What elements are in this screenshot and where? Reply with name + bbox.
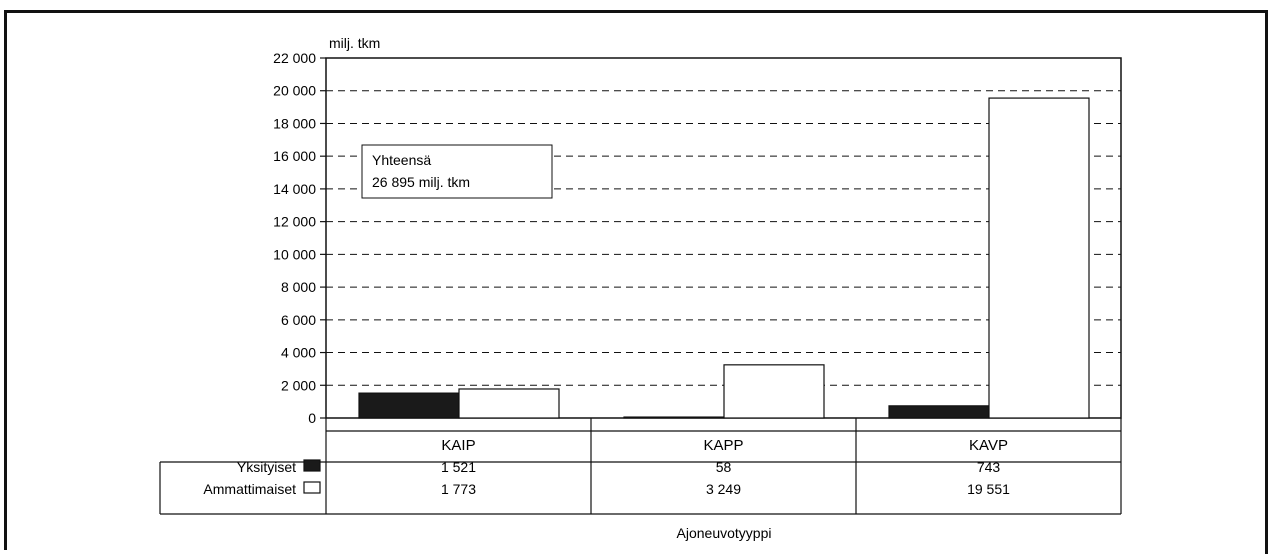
- bar-kaip-ammattimaiset: [458, 388, 560, 419]
- bar-kavp-ammattimaiset: [988, 97, 1090, 419]
- y-tick-label: 18 000: [273, 115, 316, 131]
- annotation-box: Yhteensä 26 895 milj. tkm: [361, 144, 553, 199]
- unit-label: milj. tkm: [329, 35, 380, 51]
- y-tick-label: 4 000: [281, 345, 316, 361]
- y-tick-label: 8 000: [281, 279, 316, 295]
- bar-kavp-yksityiset: [888, 405, 990, 419]
- y-tick-label: 12 000: [273, 214, 316, 230]
- y-tick-label: 22 000: [273, 50, 316, 66]
- data-cell: 19 551: [967, 481, 1010, 497]
- category-label: KAPP: [703, 437, 743, 454]
- data-cell: 3 249: [706, 481, 741, 497]
- legend-label: Yksityiset: [237, 459, 296, 475]
- data-cell: 743: [977, 459, 1001, 475]
- category-label: KAVP: [969, 437, 1008, 454]
- y-tick-label: 2 000: [281, 377, 316, 393]
- legend-swatch: [303, 481, 321, 494]
- legend-swatch: [303, 459, 321, 472]
- y-tick-label: 14 000: [273, 181, 316, 197]
- bar-kaip-yksityiset: [358, 392, 460, 419]
- y-tick-label: 20 000: [273, 83, 316, 99]
- bar-kapp-ammattimaiset: [723, 364, 825, 419]
- data-cell: 1 773: [441, 481, 476, 497]
- data-table: KAIP KAPP KAVP Yksityiset 1 521 58 743 Ammattim…: [159, 418, 1122, 515]
- data-cell: 1 521: [441, 459, 476, 475]
- bar-kapp-yksityiset: [623, 416, 725, 419]
- y-axis: 22 000 20 000 18 000 16 000 14 000 12 000 10 0…: [273, 50, 326, 426]
- y-tick-label: 6 000: [281, 312, 316, 328]
- annotation-line-1: Yhteensä: [372, 152, 431, 168]
- x-axis-title: Ajoneuvotyyppi: [677, 525, 772, 541]
- y-tick-label: 0: [308, 410, 316, 426]
- category-label: KAIP: [441, 437, 475, 454]
- annotation-line-2: 26 895 milj. tkm: [372, 174, 470, 190]
- outer-frame-right-edge: [1265, 10, 1268, 554]
- bars: [358, 97, 1090, 419]
- outer-frame: [4, 10, 1265, 550]
- legend-label: Ammattimaiset: [203, 481, 296, 497]
- data-cell: 58: [716, 459, 732, 475]
- y-tick-label: 10 000: [273, 246, 316, 262]
- y-tick-label: 16 000: [273, 148, 316, 164]
